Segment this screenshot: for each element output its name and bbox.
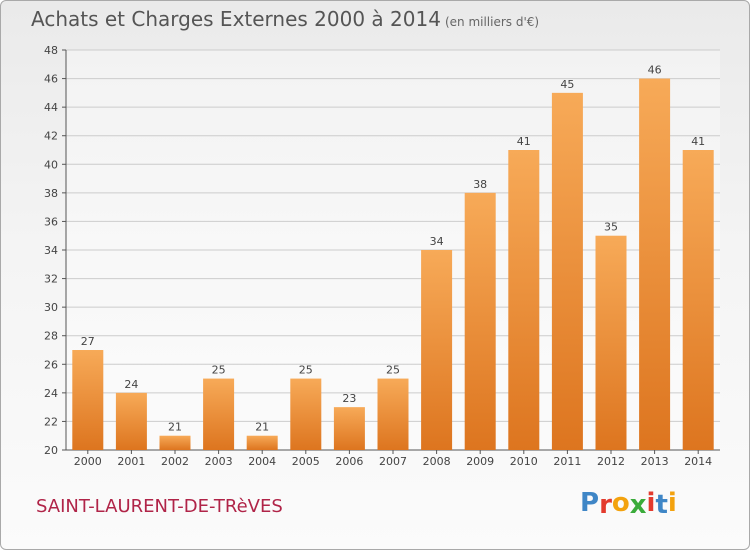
logo-letter: i bbox=[667, 488, 677, 518]
y-tick-label: 24 bbox=[44, 387, 58, 400]
bar bbox=[203, 378, 235, 450]
y-tick-label: 32 bbox=[44, 273, 58, 286]
data-label: 41 bbox=[691, 135, 705, 148]
x-tick-label: 2008 bbox=[423, 455, 451, 468]
y-tick-label: 40 bbox=[44, 158, 58, 171]
bar bbox=[333, 407, 365, 450]
data-label: 35 bbox=[604, 221, 618, 234]
data-label: 25 bbox=[212, 364, 226, 377]
x-tick-label: 2006 bbox=[335, 455, 363, 468]
x-tick-label: 2007 bbox=[379, 455, 407, 468]
y-tick-label: 48 bbox=[44, 44, 58, 57]
logo-letter: x bbox=[629, 490, 647, 520]
y-tick-label: 20 bbox=[44, 444, 58, 457]
logo-letter: o bbox=[611, 488, 630, 518]
data-label: 21 bbox=[255, 421, 269, 434]
y-tick-label: 46 bbox=[44, 73, 58, 86]
data-label: 23 bbox=[342, 392, 356, 405]
bar bbox=[421, 250, 453, 450]
commune-name: SAINT-LAURENT-DE-TRèVES bbox=[36, 496, 283, 517]
x-tick-label: 2000 bbox=[74, 455, 102, 468]
bar bbox=[246, 435, 278, 450]
bar bbox=[377, 378, 409, 450]
x-tick-label: 2001 bbox=[117, 455, 145, 468]
x-tick-label: 2011 bbox=[553, 455, 581, 468]
bar bbox=[595, 235, 627, 450]
y-tick-label: 42 bbox=[44, 130, 58, 143]
data-label: 21 bbox=[168, 421, 182, 434]
x-tick-label: 2003 bbox=[205, 455, 233, 468]
bar bbox=[464, 192, 496, 450]
data-label: 41 bbox=[517, 135, 531, 148]
x-tick-label: 2009 bbox=[466, 455, 494, 468]
x-tick-label: 2014 bbox=[684, 455, 712, 468]
data-label: 25 bbox=[386, 364, 400, 377]
x-tick-label: 2013 bbox=[641, 455, 669, 468]
y-tick-label: 28 bbox=[44, 330, 58, 343]
x-tick-label: 2002 bbox=[161, 455, 189, 468]
data-label: 34 bbox=[430, 235, 444, 248]
chart-unit: (en milliers d'€) bbox=[444, 15, 540, 29]
logo-letter: i bbox=[646, 488, 656, 518]
data-label: 27 bbox=[81, 335, 95, 348]
chart-title: Achats et Charges Externes 2000 à 2014 (e… bbox=[31, 7, 539, 31]
data-label: 45 bbox=[560, 78, 574, 91]
y-tick-label: 22 bbox=[44, 415, 58, 428]
data-label: 38 bbox=[473, 178, 487, 191]
y-tick-label: 30 bbox=[44, 301, 58, 314]
x-tick-label: 2012 bbox=[597, 455, 625, 468]
y-tick-label: 34 bbox=[44, 244, 58, 257]
bar bbox=[551, 92, 583, 450]
y-tick-label: 26 bbox=[44, 358, 58, 371]
logo-letter: r bbox=[599, 490, 612, 520]
logo-letter: P bbox=[580, 488, 600, 518]
y-tick-label: 44 bbox=[44, 101, 58, 114]
y-tick-label: 38 bbox=[44, 187, 58, 200]
bar bbox=[639, 78, 671, 451]
bar bbox=[159, 435, 191, 450]
chart-title-text: Achats et Charges Externes 2000 à 2014 bbox=[31, 7, 441, 31]
y-tick-label: 36 bbox=[44, 215, 58, 228]
data-label: 46 bbox=[648, 64, 662, 77]
x-tick-label: 2005 bbox=[292, 455, 320, 468]
logo-letter: t bbox=[655, 490, 668, 520]
bar bbox=[682, 150, 714, 450]
bar bbox=[290, 378, 322, 450]
bar bbox=[72, 350, 104, 450]
bar bbox=[508, 150, 540, 450]
x-tick-label: 2010 bbox=[510, 455, 538, 468]
data-label: 24 bbox=[124, 378, 138, 391]
bar bbox=[115, 392, 147, 450]
proxiti-logo: Proxiti bbox=[580, 488, 677, 520]
data-label: 25 bbox=[299, 364, 313, 377]
x-tick-label: 2004 bbox=[248, 455, 276, 468]
